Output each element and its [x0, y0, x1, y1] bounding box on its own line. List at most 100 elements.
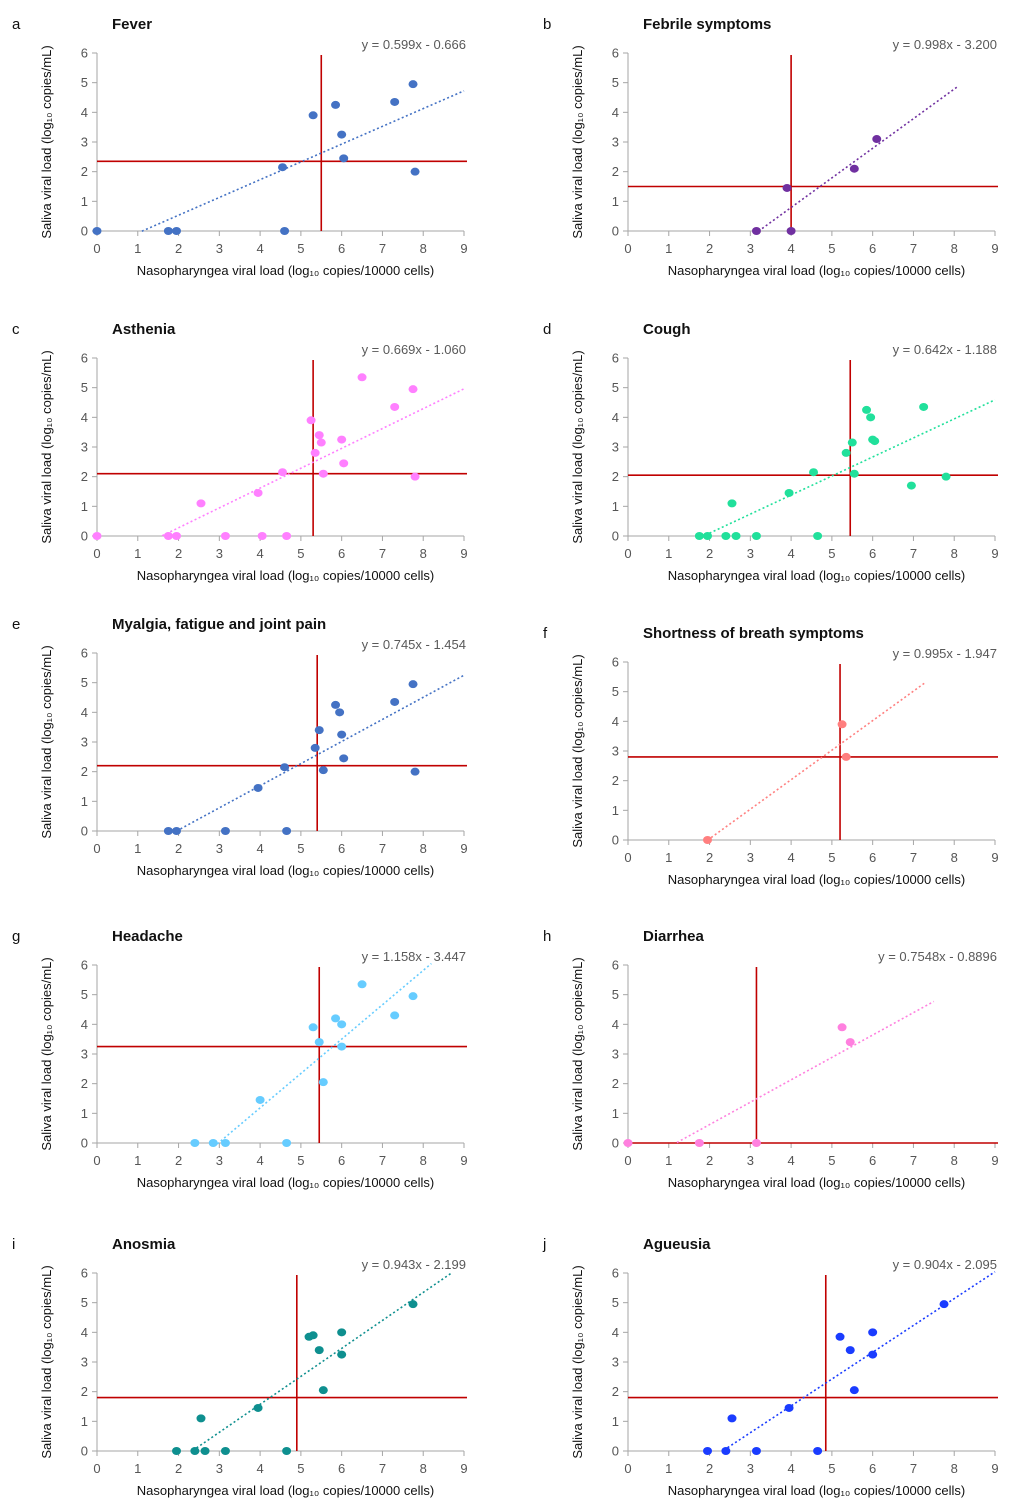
chart-panel-c: c Asthenia 0 1 2 3 4 5 6 0 1 2 3 4 5 6 7 8 9 y = 0.669x - 1… — [12, 321, 468, 583]
x-tick-label-h: 9 — [991, 1153, 998, 1168]
x-tick-label-h: 8 — [951, 1153, 958, 1168]
data-point-f — [841, 752, 851, 761]
panel-title-i: Anosmia — [112, 1236, 176, 1253]
data-point-i — [282, 1447, 292, 1455]
x-tick-label-c: 4 — [256, 546, 263, 561]
x-tick-label-i: 3 — [216, 1461, 223, 1476]
data-point-g — [208, 1139, 218, 1147]
x-tick-label-d: 6 — [869, 546, 876, 561]
x-tick-label-f: 1 — [665, 850, 672, 865]
data-point-e — [310, 743, 320, 752]
data-point-c — [220, 532, 230, 540]
trend-equation-h: y = 0.7548x - 0.8896 — [878, 949, 997, 964]
data-point-b — [872, 135, 882, 144]
data-point-i — [196, 1414, 206, 1423]
y-axis-label-b: Saliva viral load (log₁₀ copies/mL) — [570, 45, 585, 238]
trend-equation-e: y = 0.745x - 1.454 — [362, 637, 466, 652]
x-tick-label-f: 7 — [910, 850, 917, 865]
y-tick-label-b: 3 — [612, 135, 619, 150]
x-tick-label-i: 6 — [338, 1461, 345, 1476]
data-point-e — [339, 754, 349, 763]
panel-title-d: Cough — [643, 321, 690, 338]
data-point-e — [282, 827, 292, 835]
data-point-c — [408, 385, 418, 394]
y-tick-label-g: 1 — [81, 1106, 88, 1121]
data-point-j — [751, 1447, 761, 1455]
x-tick-label-c: 7 — [379, 546, 386, 561]
data-point-e — [390, 697, 400, 706]
data-point-j — [845, 1346, 855, 1355]
x-tick-label-a: 3 — [216, 241, 223, 256]
data-point-h — [623, 1139, 633, 1147]
y-tick-label-h: 3 — [612, 1047, 619, 1062]
x-tick-label-i: 4 — [256, 1461, 263, 1476]
data-point-d — [870, 437, 880, 446]
data-point-i — [190, 1447, 200, 1455]
y-tick-label-f: 0 — [612, 833, 619, 848]
x-tick-label-b: 2 — [706, 241, 713, 256]
data-point-e — [220, 827, 230, 835]
panel-letter-f: f — [543, 625, 548, 642]
data-point-g — [255, 1095, 265, 1104]
x-tick-label-c: 9 — [460, 546, 467, 561]
data-point-i — [308, 1331, 318, 1340]
data-point-c — [257, 532, 267, 540]
y-tick-label-b: 4 — [612, 105, 619, 120]
x-axis-label-b: Nasopharyngea viral load (log₁₀ copies/1… — [668, 263, 965, 278]
panel-letter-a: a — [12, 16, 21, 33]
data-point-e — [314, 726, 324, 735]
y-tick-label-d: 5 — [612, 380, 619, 395]
y-tick-label-g: 6 — [81, 958, 88, 973]
data-point-i — [220, 1447, 230, 1455]
data-point-j — [939, 1300, 949, 1309]
x-tick-label-b: 5 — [828, 241, 835, 256]
chart-panel-f: f Shortness of breath symptoms 0 1 2 3 4 5 6 0 1 2 3… — [543, 625, 999, 887]
data-point-i — [172, 1447, 182, 1455]
data-point-d — [919, 402, 929, 411]
data-point-c — [339, 459, 349, 468]
panel-title-f: Shortness of breath symptoms — [643, 625, 864, 642]
data-point-h — [694, 1139, 704, 1147]
chart-panel-h: h Diarrhea 0 1 2 3 4 5 6 0 1 2 3 4 5 6 7 8 9 y = 0.7548x - … — [543, 928, 999, 1190]
y-tick-label-j: 0 — [612, 1444, 619, 1459]
x-tick-label-h: 2 — [706, 1153, 713, 1168]
chart-panel-g: g Headache 0 1 2 3 4 5 6 0 1 2 3 4 5 6 7 8 9 y = 1.158x - 3… — [12, 928, 468, 1190]
data-point-j — [868, 1350, 878, 1359]
x-tick-label-e: 4 — [256, 841, 263, 856]
y-tick-label-i: 1 — [81, 1414, 88, 1429]
panel-title-b: Febrile symptoms — [643, 16, 771, 33]
data-point-b — [786, 227, 796, 235]
x-tick-label-g: 1 — [134, 1153, 141, 1168]
data-point-g — [282, 1139, 292, 1147]
x-tick-label-a: 0 — [93, 241, 100, 256]
panel-letter-i: i — [12, 1236, 15, 1253]
data-point-c — [278, 468, 288, 477]
x-tick-label-f: 6 — [869, 850, 876, 865]
data-point-g — [337, 1020, 347, 1029]
x-tick-label-d: 4 — [787, 546, 794, 561]
y-tick-label-b: 5 — [612, 75, 619, 90]
x-tick-label-e: 0 — [93, 841, 100, 856]
data-point-d — [941, 472, 951, 481]
y-tick-label-f: 4 — [612, 714, 619, 729]
y-tick-label-h: 5 — [612, 987, 619, 1002]
x-tick-label-g: 4 — [256, 1153, 263, 1168]
y-axis-label-f: Saliva viral load (log₁₀ copies/mL) — [570, 654, 585, 847]
x-tick-label-c: 2 — [175, 546, 182, 561]
x-tick-label-j: 1 — [665, 1461, 672, 1476]
x-tick-label-b: 9 — [991, 241, 998, 256]
y-tick-label-j: 5 — [612, 1295, 619, 1310]
data-point-e — [318, 766, 328, 775]
y-tick-label-b: 1 — [612, 194, 619, 209]
data-point-g — [220, 1139, 230, 1147]
x-tick-label-d: 5 — [828, 546, 835, 561]
x-tick-label-e: 3 — [216, 841, 223, 856]
x-tick-label-f: 3 — [747, 850, 754, 865]
x-tick-label-b: 3 — [747, 241, 754, 256]
x-tick-label-f: 8 — [951, 850, 958, 865]
x-tick-label-j: 8 — [951, 1461, 958, 1476]
x-tick-label-g: 9 — [460, 1153, 467, 1168]
data-point-g — [408, 992, 418, 1001]
y-tick-label-g: 3 — [81, 1047, 88, 1062]
